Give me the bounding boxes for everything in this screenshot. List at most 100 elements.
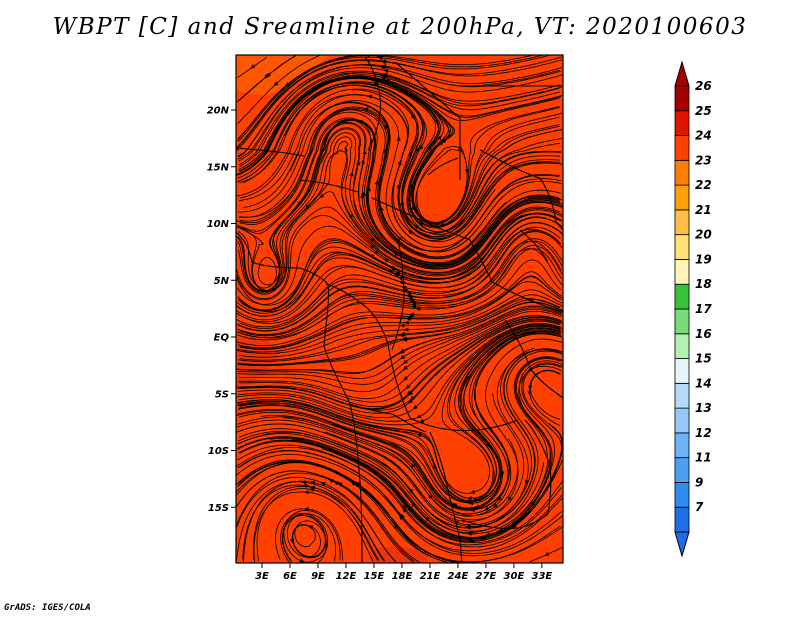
streamline-arrow [383, 258, 389, 264]
streamline-arrow [350, 481, 356, 486]
colorbar-swatch [674, 358, 690, 384]
colorbar-swatch [674, 308, 690, 335]
colorbar-label: 13 [695, 401, 712, 415]
colorbar-label: 24 [695, 129, 712, 143]
streamline-arrow [390, 267, 396, 272]
streamline-arrow [399, 348, 405, 353]
streamlines [236, 55, 563, 563]
colorbar-label: 23 [695, 153, 712, 167]
streamline-arrow [319, 193, 325, 199]
streamline-arrow [393, 252, 399, 257]
longitude-label: 21E [420, 571, 441, 582]
colorbar-label: 22 [695, 178, 712, 192]
colorbar-swatch [674, 506, 690, 533]
streamline-arrow [398, 512, 404, 518]
latitude-label: 20N [207, 106, 230, 117]
streamline-arrow [403, 376, 409, 381]
map-frame [235, 54, 564, 564]
colorbar-label: 25 [695, 104, 712, 118]
streamline [331, 330, 561, 510]
streamline-arrow [511, 523, 517, 529]
streamline-arrow [408, 151, 413, 157]
streamline-arrow [297, 201, 302, 207]
streamline-arrow [402, 507, 408, 513]
streamline-arrow [399, 333, 405, 338]
streamline-arrow [408, 399, 414, 404]
streamline-arrow [405, 316, 411, 321]
colorbar-swatch [674, 283, 690, 310]
colorbar-label: 14 [695, 376, 712, 390]
streamline-arrow [409, 312, 415, 317]
colorbar-swatch [674, 333, 690, 359]
streamline [236, 117, 561, 267]
streamline-arrow [467, 531, 472, 536]
streamline-arrow [484, 506, 490, 511]
streamline-arrow [403, 365, 408, 371]
colorbar-swatch [674, 482, 690, 508]
longitude-label: 15E [364, 571, 385, 582]
colorbar-label: 20 [695, 228, 712, 242]
streamline-arrow [290, 538, 295, 544]
colorbar-swatch [674, 407, 690, 434]
longitude-label: 24E [448, 571, 469, 582]
colorbar-upper-arrow [674, 60, 690, 87]
streamline-arrow [400, 280, 406, 286]
streamline-arrow [485, 532, 491, 537]
streamline-arrow [370, 237, 376, 243]
streamline-arrow [320, 481, 326, 486]
colorbar-label: 26 [695, 79, 712, 93]
streamline-arrow [304, 506, 309, 512]
streamline-arrow [438, 141, 444, 146]
streamline-arrow [303, 490, 309, 495]
streamline [239, 190, 476, 292]
streamline-arrow [492, 503, 498, 508]
streamline [237, 67, 563, 160]
streamline [238, 271, 562, 349]
streamline-arrow [349, 213, 354, 219]
streamline-arrow [407, 505, 412, 511]
streamline-arrow [378, 177, 383, 182]
streamline [239, 294, 563, 358]
streamline-arrow [401, 285, 407, 290]
longitude-label: 27E [476, 571, 497, 582]
colorbar-swatch [674, 159, 690, 186]
streamline-arrow [428, 493, 433, 499]
colorbar-swatch [674, 135, 690, 161]
colorbar-swatch [674, 209, 690, 236]
streamline-arrow [424, 516, 430, 522]
colorbar-swatch [674, 234, 690, 260]
streamline-arrow [399, 323, 405, 328]
wbpt-cool-patch [236, 55, 330, 95]
streamline [236, 327, 561, 509]
streamline [238, 70, 561, 166]
streamline-arrow [374, 250, 380, 255]
streamline [238, 329, 562, 504]
streamline [529, 369, 561, 420]
streamline-arrow [400, 354, 406, 360]
streamline [238, 333, 561, 511]
streamline-arrow [453, 520, 459, 525]
streamline-arrow [394, 524, 399, 529]
streamline-arrow [409, 395, 415, 401]
streamline-arrow [412, 404, 418, 410]
streamline-arrow [452, 503, 458, 508]
streamline [236, 454, 563, 557]
streamline [236, 393, 525, 521]
streamline-arrow [299, 558, 305, 563]
colorbar-swatch [674, 432, 690, 459]
streamline [256, 488, 380, 562]
streamline [238, 106, 427, 256]
streamline-arrow [402, 359, 408, 364]
streamline-arrow [415, 306, 421, 311]
colorbar: 7 9 11 12 13 14 15 16 17 18 19 20 21 22 23 24 25 26 [674, 60, 712, 558]
colorbar-label: 9 [695, 475, 703, 489]
streamline [238, 320, 561, 419]
streamline-arrow [407, 230, 413, 235]
streamline-arrow [405, 384, 411, 390]
streamline [236, 459, 563, 563]
streamline-arrow [397, 276, 403, 281]
longitude-label: 18E [392, 571, 413, 582]
streamline [237, 81, 563, 240]
longitude-label: 12E [336, 571, 357, 582]
longitude-axis: 3E 6E 9E 12E 15E 18E 21E 24E 27E 30E 33E [255, 563, 552, 582]
